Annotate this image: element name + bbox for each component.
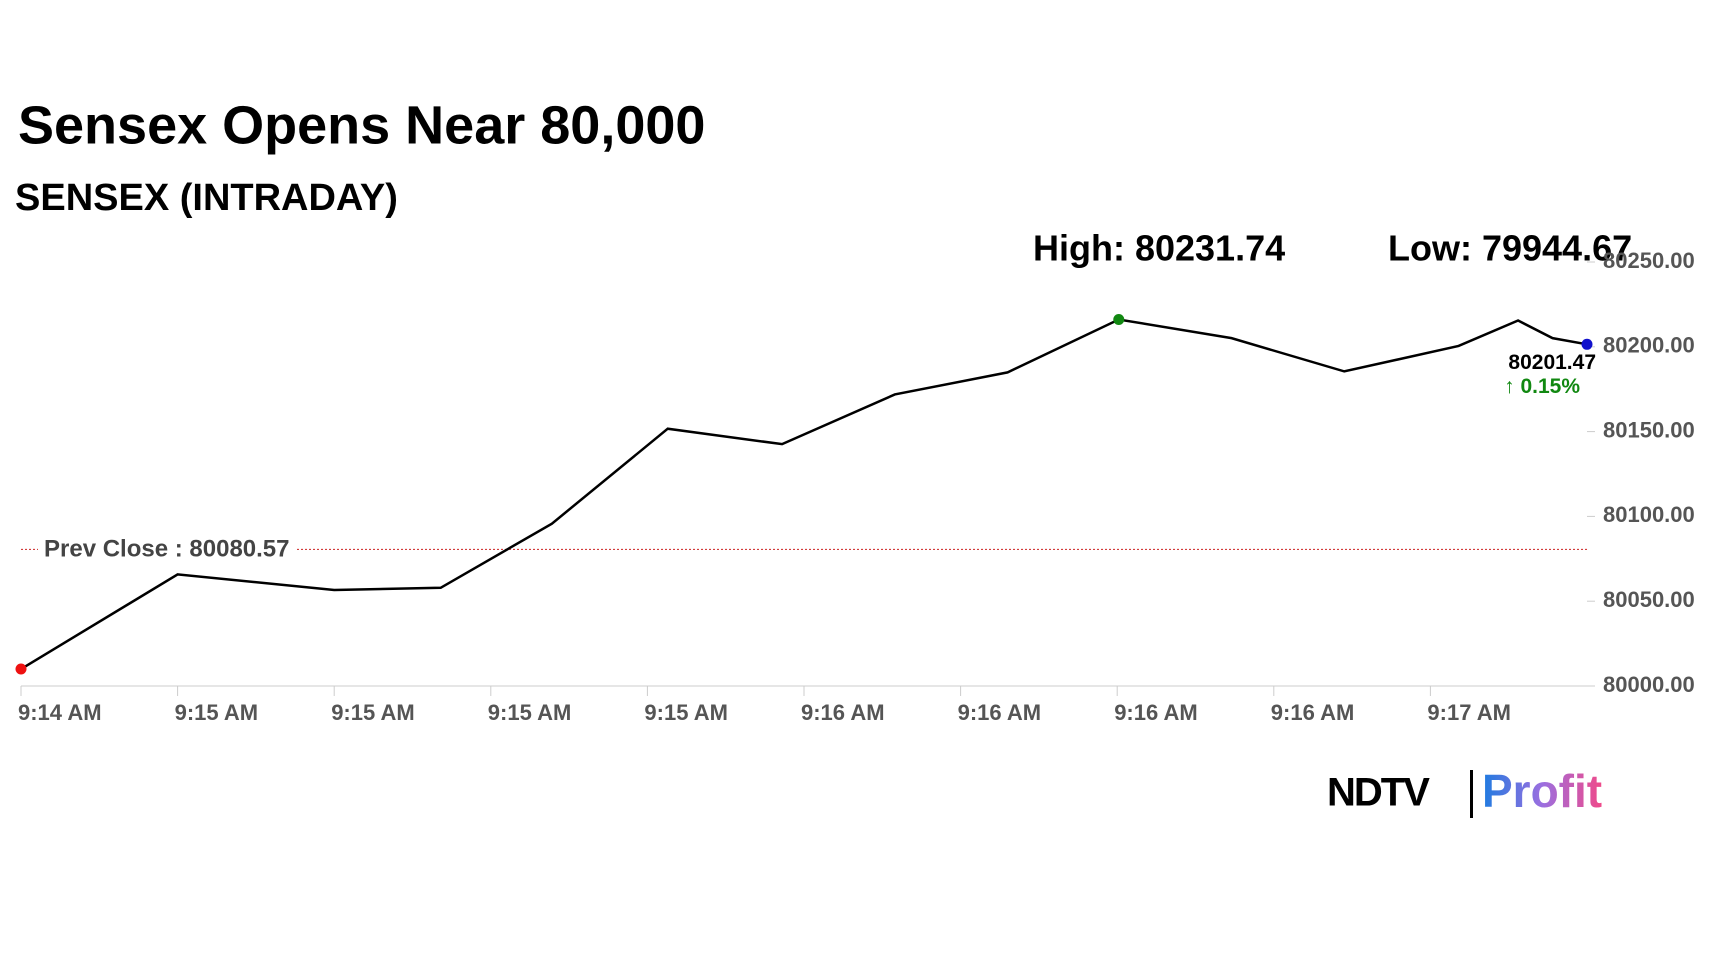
change-label: ↑ 0.15% [1504, 375, 1580, 398]
x-tick-label: 9:17 AM [1427, 700, 1511, 725]
x-tick-label: 9:15 AM [331, 700, 415, 725]
last-value-label: 80201.47 [1508, 351, 1596, 374]
reference-label: Prev Close : 80080.57 [44, 536, 290, 563]
y-tick-label: 80000.00 [1603, 672, 1695, 697]
x-tick-label: 9:16 AM [958, 700, 1042, 725]
line [20, 318, 1588, 671]
point-marker [15, 663, 27, 675]
point-marker [1581, 338, 1593, 350]
x-tick-label: 9:14 AM [18, 700, 102, 725]
x-tick-label: 9:15 AM [644, 700, 728, 725]
logo-product: Profit [1482, 765, 1602, 817]
x-tick-label: 9:16 AM [1271, 700, 1355, 725]
logo-divider [1470, 770, 1473, 818]
logo: NDTV Profit [1327, 765, 1602, 818]
y-tick-label: 80200.00 [1603, 333, 1695, 358]
low-label: Low: 79944.67 [1388, 228, 1632, 269]
y-tick-label: 80100.00 [1603, 502, 1695, 527]
x-tick-label: 9:15 AM [488, 700, 572, 725]
x-tick-label: 9:16 AM [801, 700, 885, 725]
y-tick-label: 80250.00 [1603, 248, 1695, 273]
point-marker [1113, 313, 1125, 325]
logo-brand: NDTV [1327, 771, 1430, 815]
reference-label-bg [38, 533, 296, 565]
x-tick-label: 9:16 AM [1114, 700, 1198, 725]
y-tick-label: 80050.00 [1603, 587, 1695, 612]
chart-subtitle: SENSEX (INTRADAY) [15, 177, 398, 219]
y-tick-label: 80150.00 [1603, 417, 1695, 442]
chart-title: Sensex Opens Near 80,000 [18, 95, 705, 155]
high-label: High: 80231.74 [1033, 228, 1285, 269]
x-tick-label: 9:15 AM [175, 700, 259, 725]
